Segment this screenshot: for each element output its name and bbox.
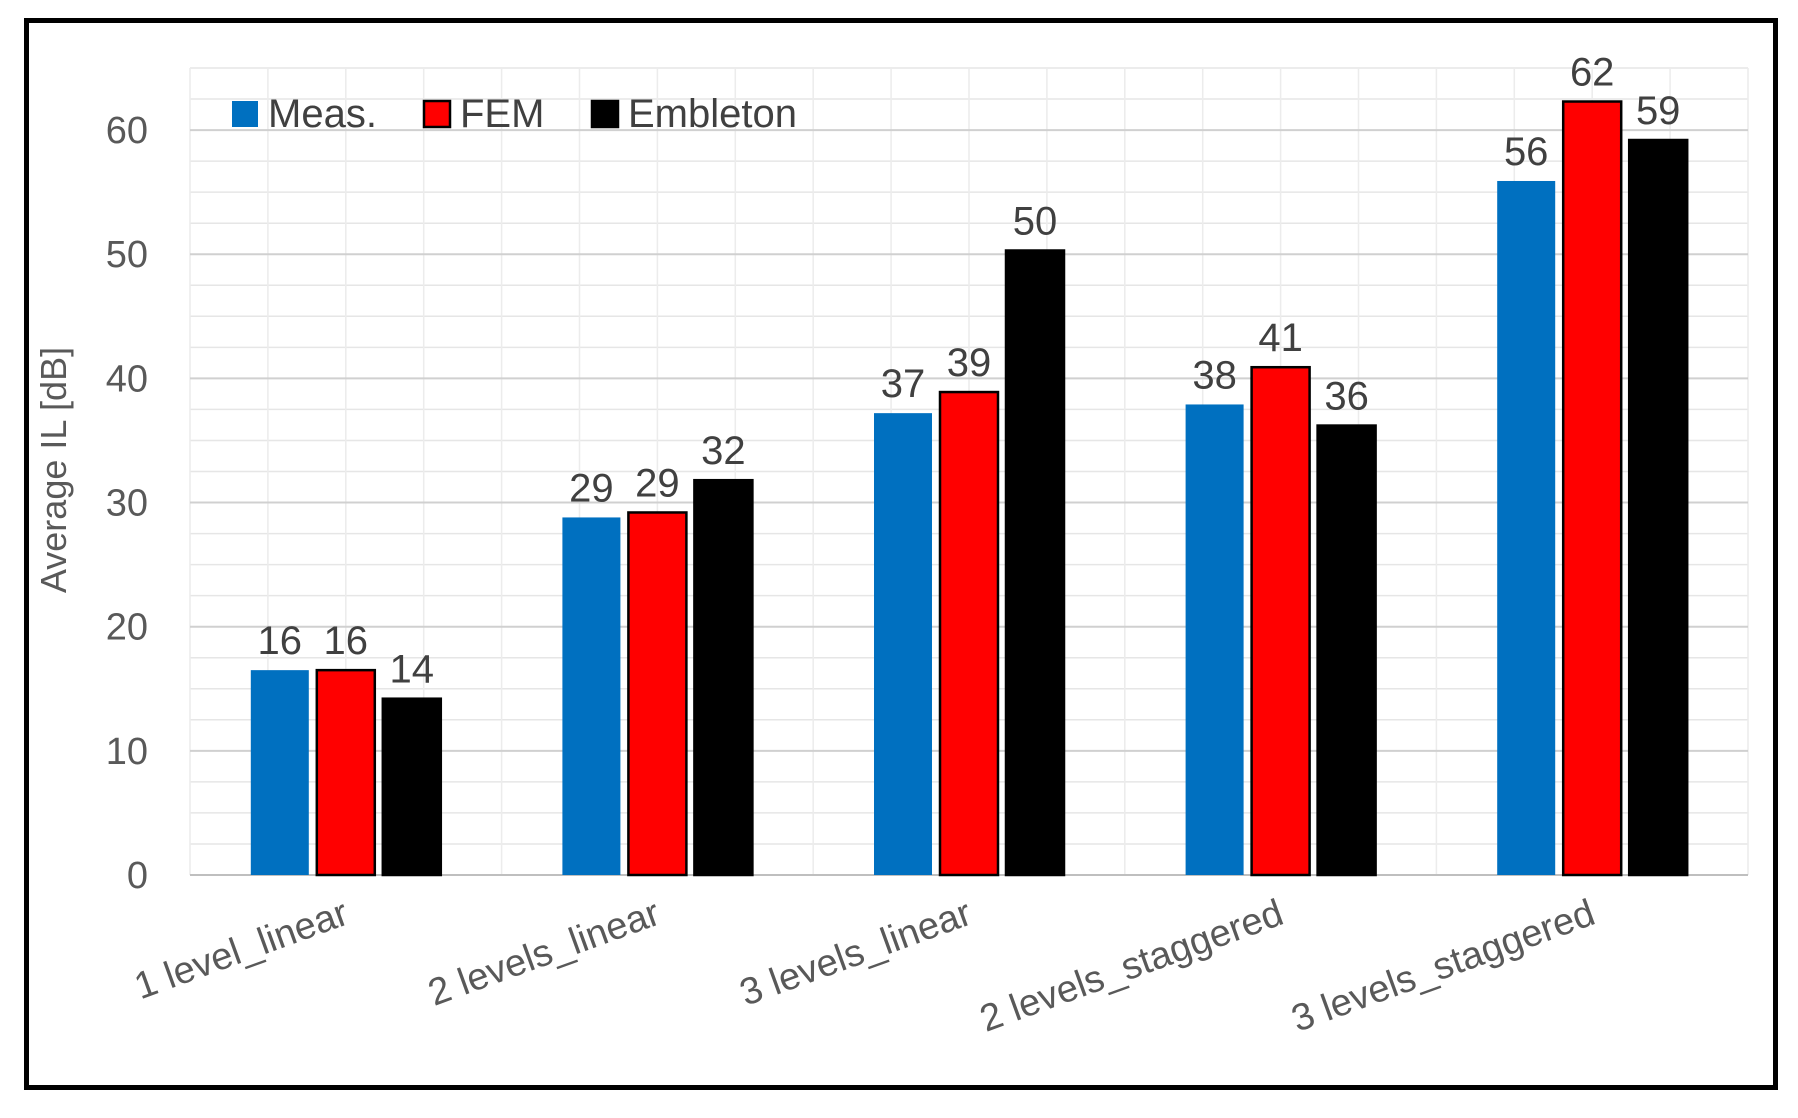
x-tick-label: 2 levels_linear (423, 892, 666, 1015)
data-label: 59 (1636, 89, 1681, 133)
y-tick-label: 60 (106, 110, 148, 152)
legend: Meas. FEM Embleton (232, 92, 797, 136)
x-tick-label: 3 levels_staggered (1286, 892, 1600, 1041)
data-label: 38 (1192, 353, 1237, 397)
legend-swatch-embleton (590, 99, 620, 129)
bar-meas-3 (874, 413, 932, 875)
x-tick-label: 1 level_linear (129, 892, 354, 1008)
bar-embleton-5 (1627, 138, 1689, 877)
bar-meas-5 (1497, 180, 1556, 876)
data-label: 16 (324, 619, 369, 663)
data-label: 14 (390, 648, 435, 692)
data-label: 32 (701, 429, 746, 473)
bar-embleton-1 (381, 697, 443, 877)
data-label: 16 (258, 619, 303, 663)
bar-meas-4 (1185, 404, 1244, 875)
y-tick-label: 10 (106, 731, 148, 773)
bars (250, 100, 1689, 877)
bar-fem-3 (938, 390, 1000, 877)
legend-label: FEM (460, 92, 544, 136)
y-tick-label: 0 (127, 855, 148, 897)
data-label: 41 (1258, 316, 1303, 360)
bar-fem-1 (315, 668, 377, 877)
bar-fem-2 (627, 511, 688, 877)
bar-embleton-3 (1004, 249, 1066, 877)
x-tick-label: 3 levels_linear (734, 892, 977, 1015)
legend-swatch-meas (232, 101, 258, 127)
y-axis-title: Average IL [dB] (33, 347, 74, 593)
y-tick-label: 40 (106, 358, 148, 400)
bar-embleton-4 (1316, 424, 1377, 877)
y-tick-label: 50 (106, 234, 148, 276)
x-tick-label: 2 levels_staggered (975, 892, 1289, 1041)
data-label: 29 (635, 461, 680, 505)
legend-swatch-fem (422, 99, 452, 129)
bar-meas-1 (250, 670, 309, 875)
bar-meas-2 (562, 517, 621, 875)
y-tick-label: 20 (106, 607, 148, 649)
data-labels: 16 16 14 29 29 32 37 39 50 38 41 36 56 62 59 (258, 51, 1681, 692)
data-label: 56 (1504, 130, 1549, 174)
bar-embleton-2 (693, 478, 754, 877)
bar-fem-5 (1561, 100, 1623, 877)
data-label: 39 (947, 341, 992, 385)
legend-label: Embleton (628, 92, 797, 136)
data-label: 29 (569, 466, 614, 510)
data-label: 37 (881, 362, 926, 406)
bar-fem-4 (1250, 365, 1311, 877)
legend-label: Meas. (268, 92, 377, 136)
data-label: 36 (1324, 375, 1369, 419)
data-label: 62 (1570, 51, 1615, 95)
data-label: 50 (1013, 200, 1058, 244)
y-tick-label: 30 (106, 483, 148, 525)
